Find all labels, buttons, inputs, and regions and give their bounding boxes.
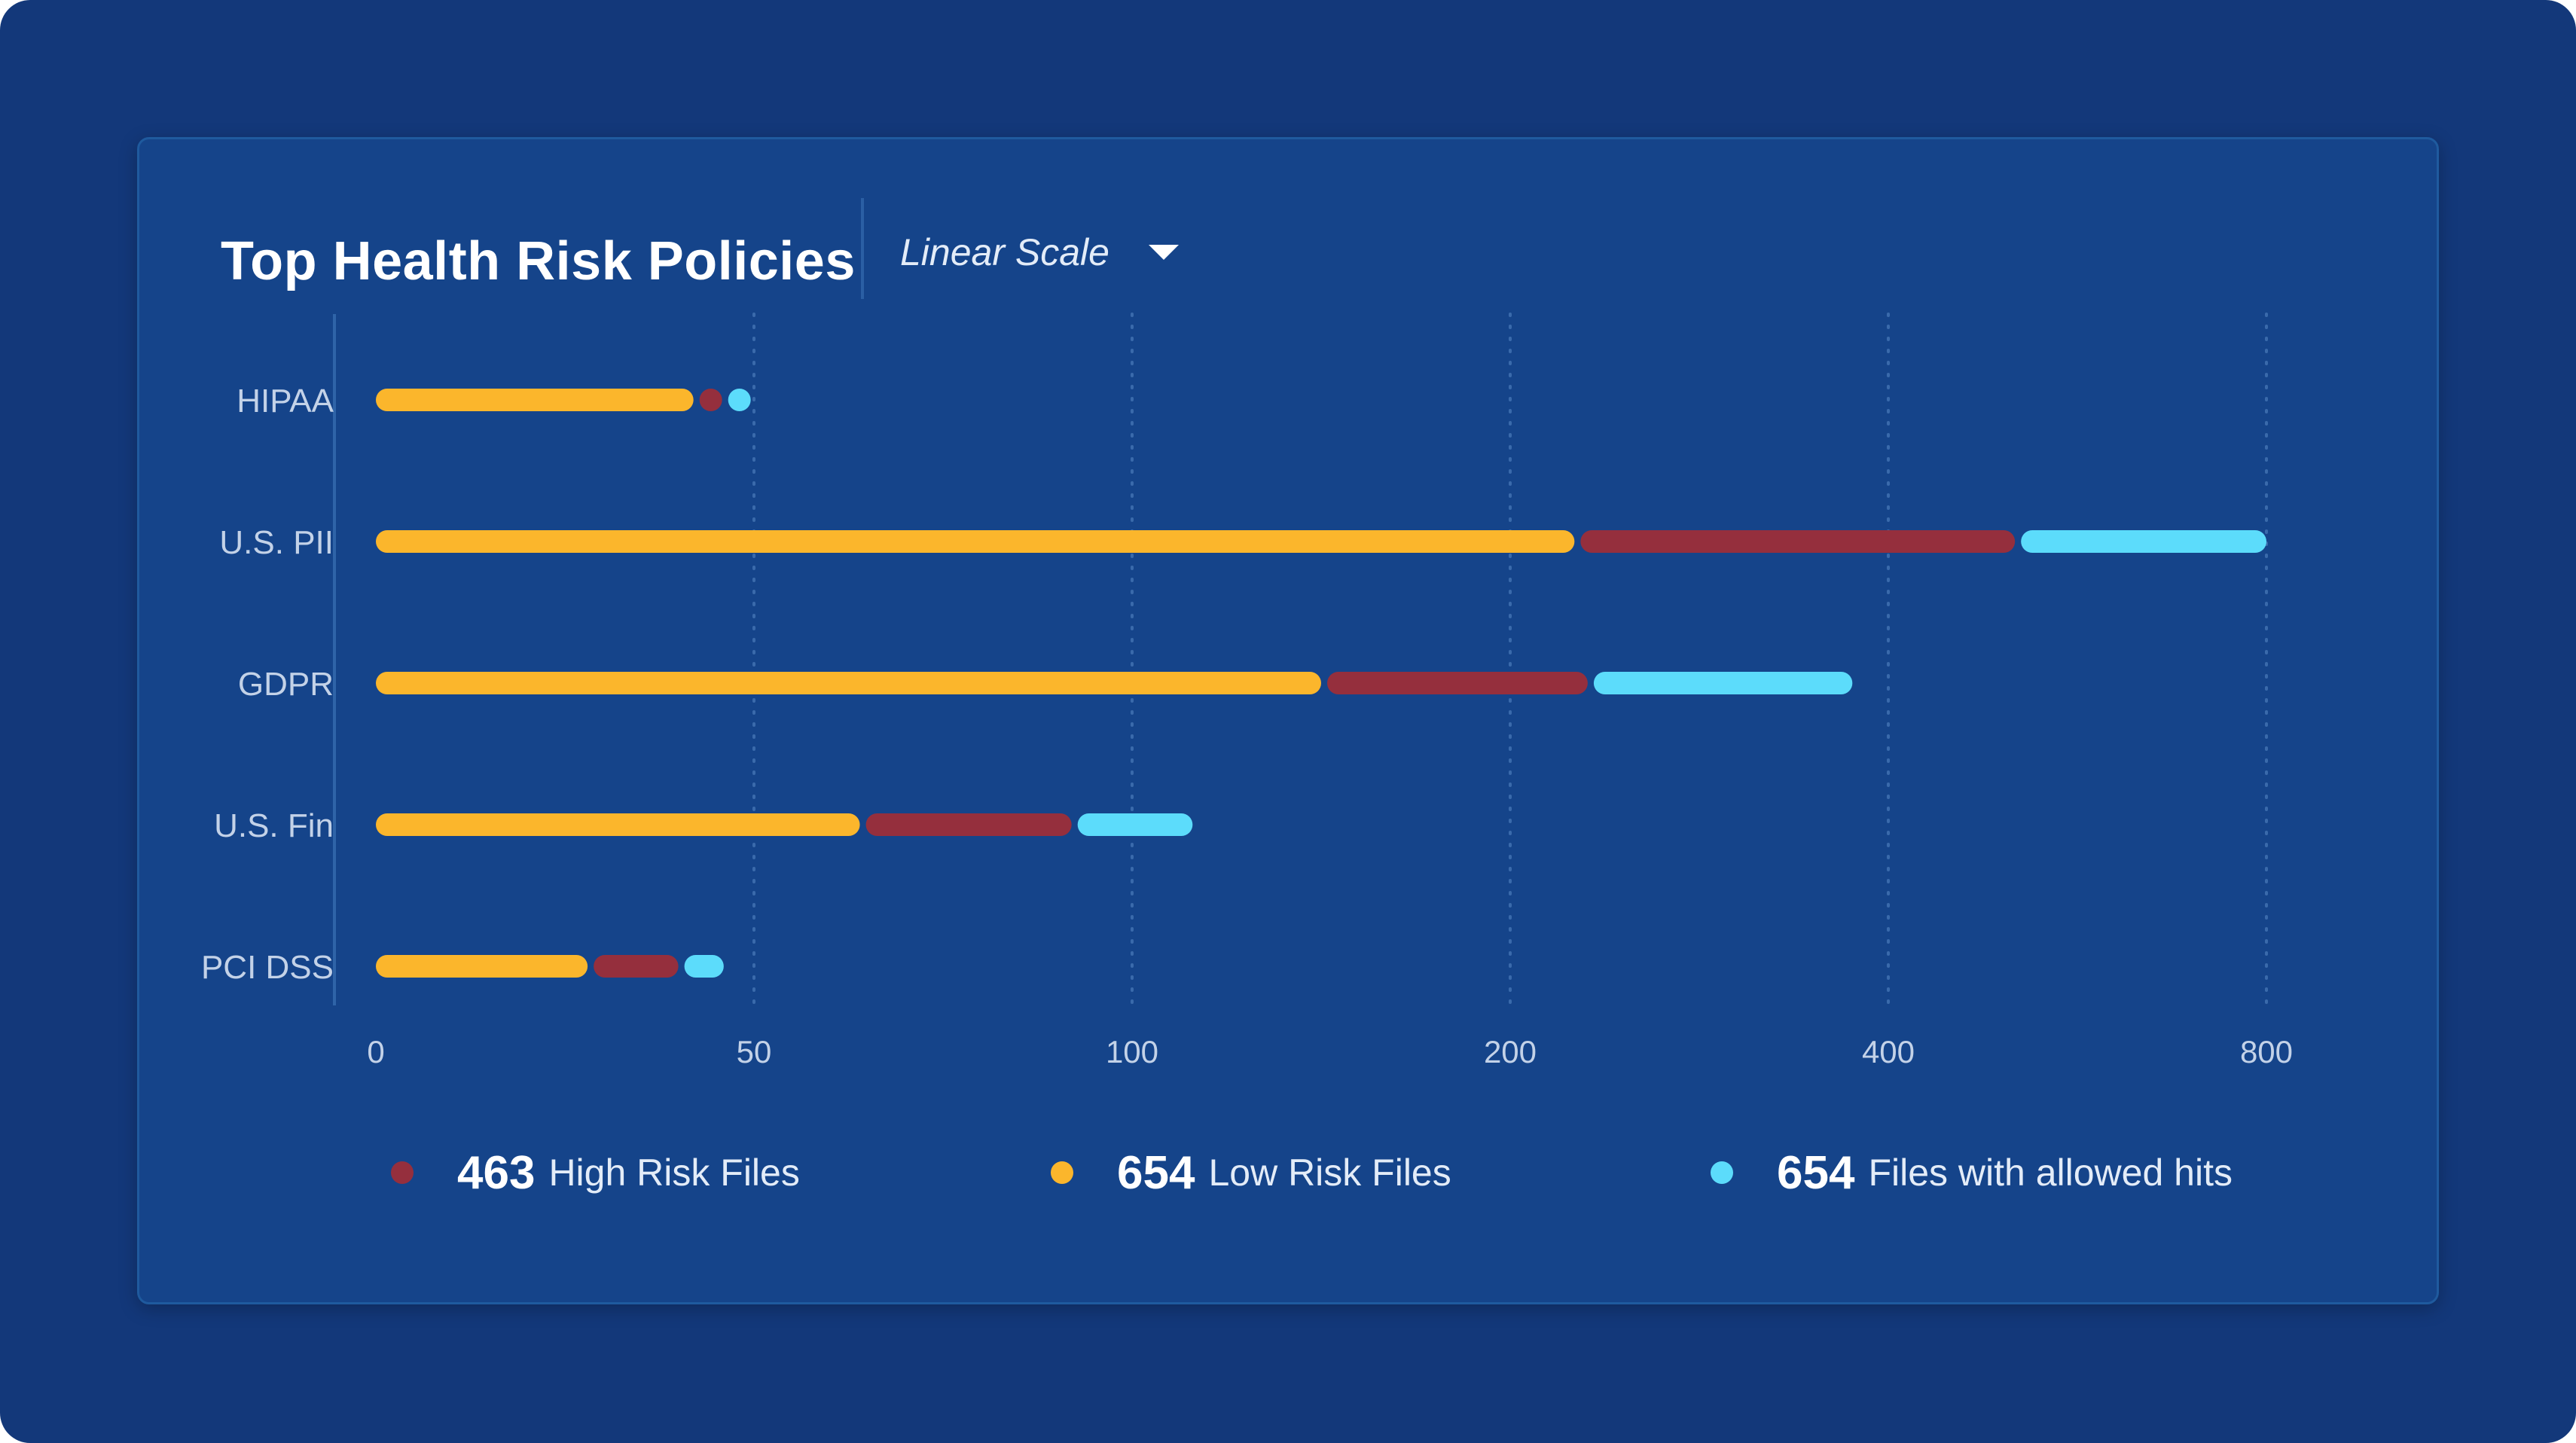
bar-segment[interactable] (376, 813, 860, 836)
bar-segment[interactable] (1327, 672, 1588, 694)
bar-segment[interactable] (1077, 813, 1193, 836)
bar-segment[interactable] (376, 530, 1575, 553)
legend-label: Low Risk Files (1208, 1152, 1451, 1194)
bars (376, 389, 2266, 978)
chart-legend: 463 High Risk Files 654 Low Risk Files 654 Fi… (139, 1127, 2437, 1218)
legend-item-low-risk[interactable]: 654 Low Risk Files (1051, 1127, 1451, 1218)
bar-segment[interactable] (1593, 672, 1853, 694)
legend-dot-icon (1051, 1161, 1073, 1184)
scale-dropdown[interactable]: Linear Scale (900, 218, 1179, 287)
legend-count: 463 (457, 1146, 536, 1199)
bar-segment[interactable] (865, 813, 1072, 836)
bar-segment[interactable] (2021, 530, 2266, 553)
category-label: U.S. PII (219, 524, 334, 561)
category-label: PCI DSS (201, 949, 334, 986)
bar-segment[interactable] (594, 955, 679, 978)
x-axis-tick-label: 400 (1862, 1034, 1915, 1069)
category-label: GDPR (238, 666, 334, 703)
bar-chart: HIPAA U.S. PII GDPR U.S. Fin PCI DSS 0 50 100 2… (201, 313, 2293, 1069)
scale-dropdown-label: Linear Scale (900, 231, 1109, 273)
bar-segment[interactable] (699, 389, 722, 411)
bar-segment[interactable] (376, 672, 1321, 694)
gridlines (752, 313, 2268, 1007)
x-axis-tick-label: 200 (1484, 1034, 1537, 1069)
x-axis-tick-label: 0 (367, 1034, 384, 1069)
bar-segment[interactable] (376, 955, 588, 978)
title-divider (861, 198, 864, 299)
x-axis-tick-label: 50 (737, 1034, 772, 1069)
legend-dot-icon (391, 1161, 414, 1184)
legend-item-high-risk[interactable]: 463 High Risk Files (391, 1127, 800, 1218)
legend-item-allowed-hits[interactable]: 654 Files with allowed hits (1711, 1127, 2233, 1218)
bar-segment[interactable] (684, 955, 724, 978)
chart-title: Top Health Risk Policies (221, 231, 856, 291)
chart-card: Top Health Risk Policies Linear Scale HI… (137, 137, 2439, 1304)
legend-dot-icon (1711, 1161, 1733, 1184)
bar-segment[interactable] (1580, 530, 2016, 553)
category-label: U.S. Fin (214, 807, 334, 844)
bar-segment[interactable] (376, 389, 694, 411)
caret-down-icon[interactable] (1148, 245, 1179, 260)
x-axis-tick-label: 800 (2240, 1034, 2293, 1069)
bar-segment[interactable] (728, 389, 751, 411)
legend-label: High Risk Files (548, 1152, 800, 1194)
category-label: HIPAA (237, 383, 334, 419)
x-axis-tick-label: 100 (1106, 1034, 1158, 1069)
x-axis-tick-labels: 0 50 100 200 400 800 (367, 1034, 2293, 1069)
legend-count: 654 (1777, 1146, 1855, 1199)
legend-count: 654 (1117, 1146, 1195, 1199)
category-labels: HIPAA U.S. PII GDPR U.S. Fin PCI DSS (201, 383, 334, 986)
legend-label: Files with allowed hits (1868, 1152, 2233, 1194)
